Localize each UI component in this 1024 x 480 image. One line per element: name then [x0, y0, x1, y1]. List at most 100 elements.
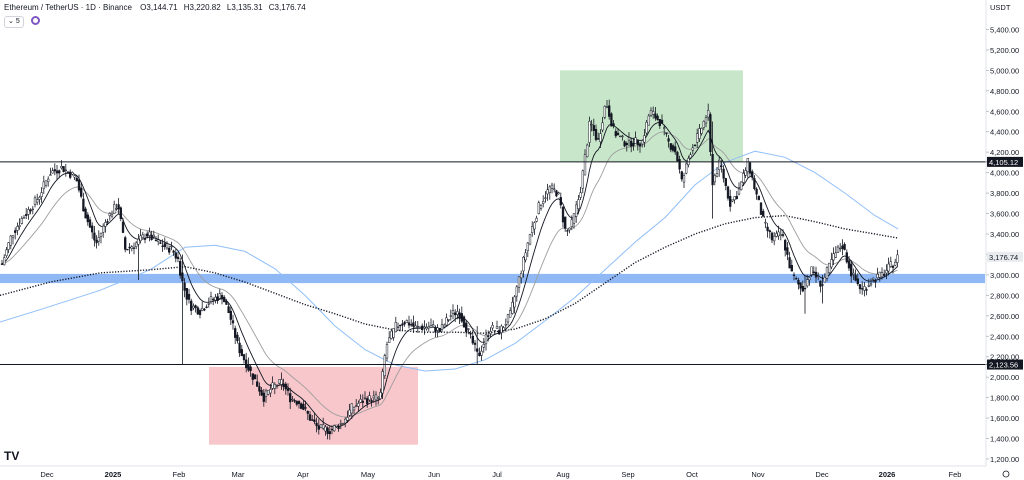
candle-body	[187, 293, 191, 300]
candle-body	[669, 143, 672, 150]
candle-body	[526, 242, 529, 251]
candle-body	[524, 252, 527, 261]
candle-body	[139, 235, 142, 242]
candle-body	[491, 325, 494, 329]
candle-body	[737, 188, 741, 195]
candle-body	[69, 171, 72, 178]
candle-body	[49, 174, 52, 176]
candle-body	[724, 178, 727, 186]
candle-body	[60, 166, 63, 169]
candle-body	[792, 274, 796, 276]
candle-body	[520, 273, 523, 279]
candle-body	[394, 322, 397, 333]
candle-body	[458, 312, 461, 319]
candle-body	[245, 359, 248, 369]
candle-body	[319, 424, 323, 428]
candle-body	[775, 233, 778, 237]
candle-body	[47, 178, 50, 182]
candle-body	[434, 326, 437, 333]
candle-body	[528, 233, 532, 245]
candle-body	[174, 252, 177, 259]
candle-body	[744, 170, 747, 176]
candle-body	[548, 186, 551, 193]
candle-body	[179, 260, 182, 276]
candle-body	[220, 295, 224, 300]
candle-body	[480, 350, 483, 356]
candle-body	[542, 201, 545, 204]
candle-body	[513, 296, 516, 308]
symbol-title[interactable]: Ethereum / TetherUS · 1D · Binance	[4, 3, 132, 12]
candle-body	[676, 152, 679, 162]
candle-body	[469, 333, 472, 335]
candle-body	[803, 287, 807, 290]
candle-body	[146, 233, 149, 237]
candle-body	[91, 225, 94, 233]
candle-body	[18, 225, 21, 227]
candle-body	[535, 217, 538, 222]
candle-body	[370, 400, 373, 403]
candle-body	[841, 245, 844, 249]
candle-body	[14, 230, 17, 233]
last-price-label: 3,176.74	[989, 253, 1018, 262]
candle-body	[594, 129, 598, 140]
candle-body	[410, 324, 413, 326]
candle-body	[126, 248, 129, 251]
settings-gear-icon[interactable]	[1002, 470, 1010, 478]
candle-body	[451, 310, 455, 314]
candle-body	[181, 272, 184, 282]
candle-body	[856, 278, 859, 284]
time-tick-label: Feb	[173, 470, 186, 479]
candle-body	[22, 217, 26, 219]
candle-body	[223, 296, 226, 303]
candle-body	[385, 344, 389, 359]
candle-body	[355, 405, 358, 407]
candle-body	[733, 196, 736, 201]
candle-body	[289, 393, 292, 403]
candle-body	[438, 328, 441, 332]
candle-body	[412, 322, 415, 327]
candle-body	[97, 237, 100, 242]
candle-body	[764, 221, 767, 224]
candle-body	[546, 189, 549, 195]
candle-body	[777, 231, 780, 237]
candle-body	[696, 133, 699, 143]
candle-body	[680, 171, 683, 180]
candle-body	[454, 312, 457, 316]
candle-body	[581, 170, 584, 189]
candle-body	[627, 137, 631, 141]
time-tick-label: Dec	[815, 470, 829, 479]
candle-body	[302, 403, 305, 410]
indicator-dot-icon[interactable]	[31, 16, 40, 25]
candle-body	[104, 222, 107, 227]
price-axis[interactable]: USDT 1,200.00 1,400.00 1,600.00 1,800.00 2,00…	[985, 0, 1023, 466]
candle-body	[641, 140, 644, 145]
candle-body	[77, 179, 81, 191]
candle-body	[531, 226, 534, 233]
time-axis[interactable]: Dec 2025 Feb Mar Apr May Jun Jul Aug Sep Oct Nov Dec…	[0, 465, 1010, 479]
horizontal-levels[interactable]: 4,105.12 2,123.56	[0, 156, 1023, 370]
candle-body	[790, 264, 793, 272]
candle-body	[172, 250, 175, 253]
candle-body	[887, 263, 890, 272]
candle-body	[883, 273, 886, 276]
candle-body	[284, 383, 287, 390]
candle-body	[258, 386, 261, 392]
price-tick-label: 3,000.00	[990, 271, 1019, 280]
candle-body	[308, 414, 312, 421]
candle-body	[685, 163, 688, 174]
candle-body	[324, 426, 327, 432]
candle-body	[564, 216, 567, 229]
candle-body	[86, 214, 89, 223]
candle-body	[814, 271, 818, 278]
candle-body	[62, 166, 65, 172]
candle-body	[157, 239, 160, 242]
candle-body	[212, 298, 215, 301]
candle-body	[205, 306, 208, 308]
indicators-toggle-button[interactable]: ⌄ 5	[4, 16, 24, 28]
candle-body	[748, 162, 752, 174]
candle-body	[568, 227, 571, 231]
candle-body	[467, 328, 470, 330]
candle-body	[148, 231, 151, 236]
price-tick-label: 4,000.00	[990, 169, 1019, 178]
